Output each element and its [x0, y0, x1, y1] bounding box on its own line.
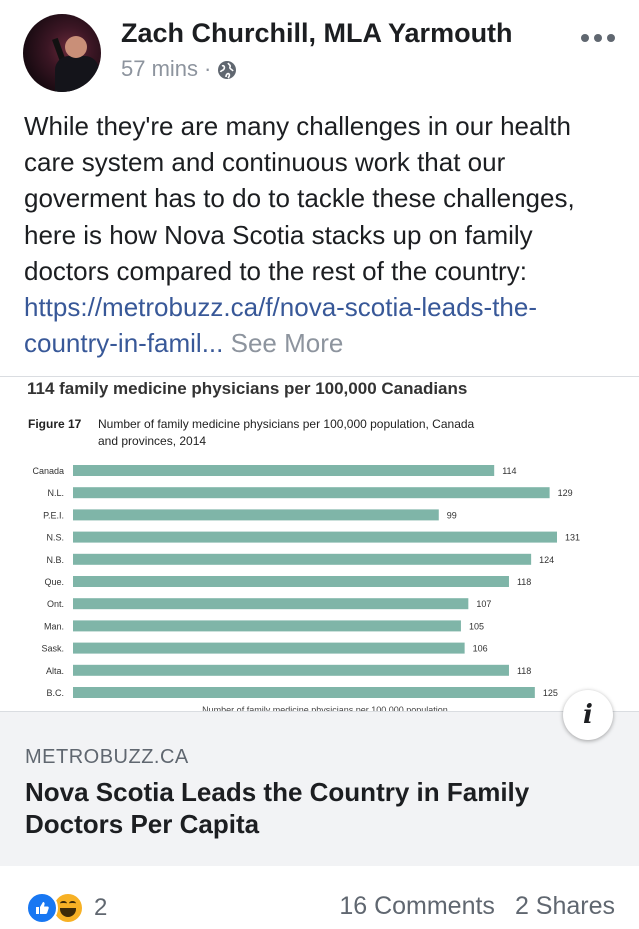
bar	[73, 509, 439, 521]
bar-value-label: 105	[469, 621, 484, 631]
category-label: Sask.	[41, 644, 64, 654]
bar-chart: 114 family medicine physicians per 100,0…	[27, 379, 580, 711]
author-name[interactable]: Zach Churchill, MLA Yarmouth	[121, 18, 513, 48]
category-label: Man.	[44, 621, 64, 631]
link-card-info[interactable]: METROBUZZ.CA Nova Scotia Leads the Count…	[0, 711, 639, 866]
bar	[73, 620, 461, 632]
link-preview-image[interactable]: 114 family medicine physicians per 100,0…	[0, 377, 639, 711]
post-footer: 2 16 Comments 2 Shares	[0, 864, 639, 929]
chart-subtitle-line-1: Number of family medicine physicians per…	[98, 417, 475, 431]
post-meta: 57 mins ·	[121, 56, 237, 82]
link-card[interactable]: 114 family medicine physicians per 100,0…	[0, 376, 639, 866]
link-title[interactable]: Nova Scotia Leads the Country in Family …	[25, 777, 530, 839]
category-label: N.S.	[46, 533, 64, 543]
info-icon[interactable]: i	[563, 690, 613, 740]
x-axis-label: Number of family medicine physicians per…	[202, 705, 448, 711]
haha-icon	[52, 892, 84, 924]
bar	[73, 642, 465, 654]
more-dot-icon	[594, 34, 602, 42]
bar	[73, 487, 550, 499]
bar-value-label: 99	[447, 510, 457, 520]
bar-value-label: 124	[539, 555, 554, 565]
more-dot-icon	[607, 34, 615, 42]
link-domain: METROBUZZ.CA	[25, 746, 189, 768]
bar-value-label: 125	[543, 688, 558, 698]
bar	[73, 465, 495, 476]
bar	[73, 553, 532, 565]
bar-value-label: 107	[476, 599, 491, 609]
bar	[73, 576, 509, 587]
chart-title: 114 family medicine physicians per 100,0…	[27, 379, 467, 398]
bar	[73, 531, 557, 543]
figure-label: Figure 17	[28, 417, 82, 431]
bar-value-label: 114	[502, 466, 516, 476]
bar	[73, 664, 509, 676]
category-label: Alta.	[46, 666, 64, 676]
author-avatar[interactable]	[23, 14, 101, 92]
category-label: N.B.	[46, 555, 64, 565]
post-link[interactable]: https://metrobuzz.ca/f/nova-scotia-leads…	[24, 292, 538, 359]
globe-icon	[218, 60, 237, 79]
bar-value-label: 118	[517, 666, 531, 676]
reactions-summary[interactable]: 2	[26, 892, 107, 924]
meta-separator: ·	[204, 56, 212, 81]
bar	[73, 598, 469, 610]
bar-value-label: 131	[565, 533, 580, 543]
bar-value-label: 106	[473, 644, 488, 654]
post-body: While they're are many challenges in our…	[24, 111, 575, 286]
post-text: While they're are many challenges in our…	[24, 108, 624, 361]
more-options-button[interactable]	[581, 34, 621, 46]
category-label: Canada	[32, 466, 64, 476]
category-label: P.E.I.	[43, 510, 64, 520]
category-label: B.C.	[46, 688, 64, 698]
chart-subtitle-line-2: and provinces, 2014	[98, 434, 206, 448]
category-label: Ont.	[47, 599, 64, 609]
shares-count[interactable]: 2 Shares	[514, 892, 615, 920]
category-label: Que.	[44, 577, 64, 587]
category-label: N.L.	[47, 488, 64, 498]
post-header: Zach Churchill, MLA Yarmouth 57 mins ·	[0, 0, 639, 100]
bar-value-label: 129	[558, 488, 573, 498]
engagement-counts: 16 Comments 2 Shares	[339, 892, 615, 921]
more-dot-icon	[581, 34, 589, 42]
post-time[interactable]: 57 mins	[121, 56, 199, 81]
bar	[73, 687, 535, 698]
like-icon	[26, 892, 58, 924]
see-more-link[interactable]: See More	[230, 328, 344, 359]
bar-value-label: 118	[517, 577, 531, 587]
reaction-count: 2	[94, 894, 108, 921]
comments-count[interactable]: 16 Comments	[339, 892, 495, 920]
